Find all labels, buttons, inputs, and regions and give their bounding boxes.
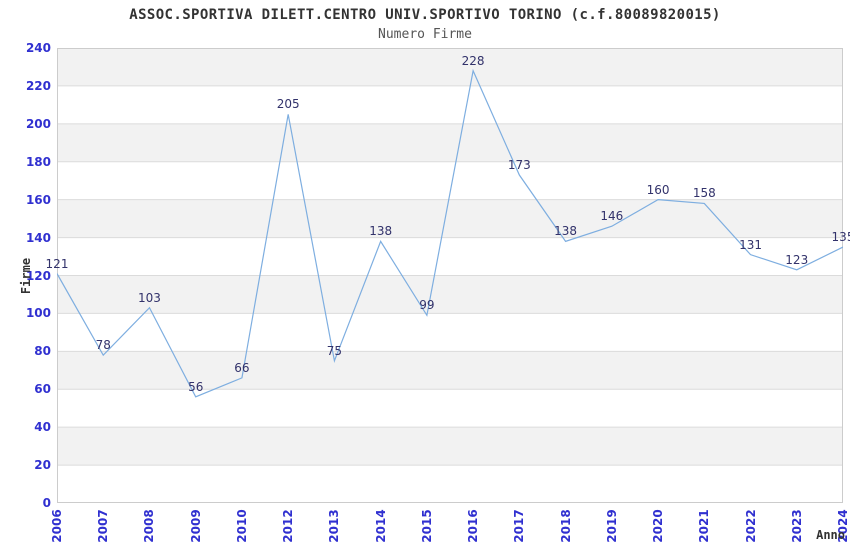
x-tick-label: 2007 — [96, 509, 111, 543]
y-tick-label: 240 — [25, 41, 51, 55]
data-point-label: 160 — [646, 182, 670, 197]
data-point-label: 135 — [831, 230, 850, 245]
band-stripe — [57, 48, 843, 86]
y-axis-title: Firme — [19, 257, 33, 295]
data-point-label: 56 — [188, 379, 204, 394]
band-stripe — [57, 427, 843, 466]
data-point-label: 103 — [138, 290, 161, 305]
x-tick-label: 2021 — [697, 509, 712, 543]
data-point-label: 66 — [234, 360, 250, 375]
y-tick-label: 200 — [25, 116, 51, 131]
y-tick-label: 80 — [34, 344, 51, 359]
band-stripe — [57, 199, 843, 238]
x-tick-label: 2010 — [234, 509, 249, 543]
y-tick-label: 60 — [34, 382, 51, 397]
x-tick-label: 2014 — [373, 509, 388, 543]
x-tick-label: 2015 — [419, 509, 434, 543]
data-point-label: 146 — [600, 209, 624, 224]
y-tick-label: 140 — [25, 230, 51, 245]
x-tick-label: 2012 — [281, 509, 296, 543]
x-tick-label: 2006 — [50, 509, 64, 543]
data-point-label: 228 — [461, 53, 485, 68]
x-tick-label: 2009 — [188, 509, 203, 543]
chart-title: ASSOC.SPORTIVA DILETT.CENTRO UNIV.SPORTI… — [129, 7, 721, 23]
y-tick-label: 180 — [25, 154, 51, 169]
chart-subtitle: Numero Firme — [378, 27, 472, 42]
data-point-label: 138 — [369, 224, 393, 239]
x-tick-label: 2017 — [512, 509, 527, 543]
data-point-label: 75 — [326, 343, 343, 358]
x-axis-title: Anno — [816, 528, 845, 542]
data-point-label: 138 — [554, 224, 578, 239]
data-point-label: 121 — [45, 256, 69, 271]
data-point-label: 99 — [419, 298, 435, 313]
y-tick-label: 0 — [42, 496, 51, 510]
trend-line — [57, 68, 843, 398]
x-tick-label: 2019 — [604, 509, 619, 543]
x-tick-label: 2018 — [558, 509, 573, 543]
y-tick-label: 100 — [25, 306, 51, 321]
y-tick-label: 20 — [34, 458, 51, 473]
x-tick-label: 2020 — [651, 509, 666, 543]
data-point-label: 123 — [785, 252, 809, 267]
band-stripe — [57, 123, 843, 162]
x-tick-label: 2023 — [789, 509, 804, 543]
y-tick-label: 160 — [25, 192, 51, 207]
y-tick-label: 40 — [34, 420, 51, 435]
band-stripe — [57, 275, 843, 314]
x-tick-label: 2016 — [466, 509, 481, 543]
data-point-label: 131 — [739, 237, 762, 252]
data-point-label: 158 — [692, 186, 716, 201]
data-point-label: 205 — [276, 97, 300, 112]
y-tick-label: 220 — [25, 78, 51, 93]
x-tick-label: 2013 — [327, 509, 342, 543]
x-tick-label: 2022 — [743, 509, 758, 543]
x-tick-label: 2008 — [142, 509, 157, 543]
plot-area — [57, 48, 843, 503]
y-tick-label: 120 — [25, 268, 51, 283]
data-point-label: 78 — [95, 338, 111, 353]
data-point-label: 173 — [507, 158, 531, 173]
